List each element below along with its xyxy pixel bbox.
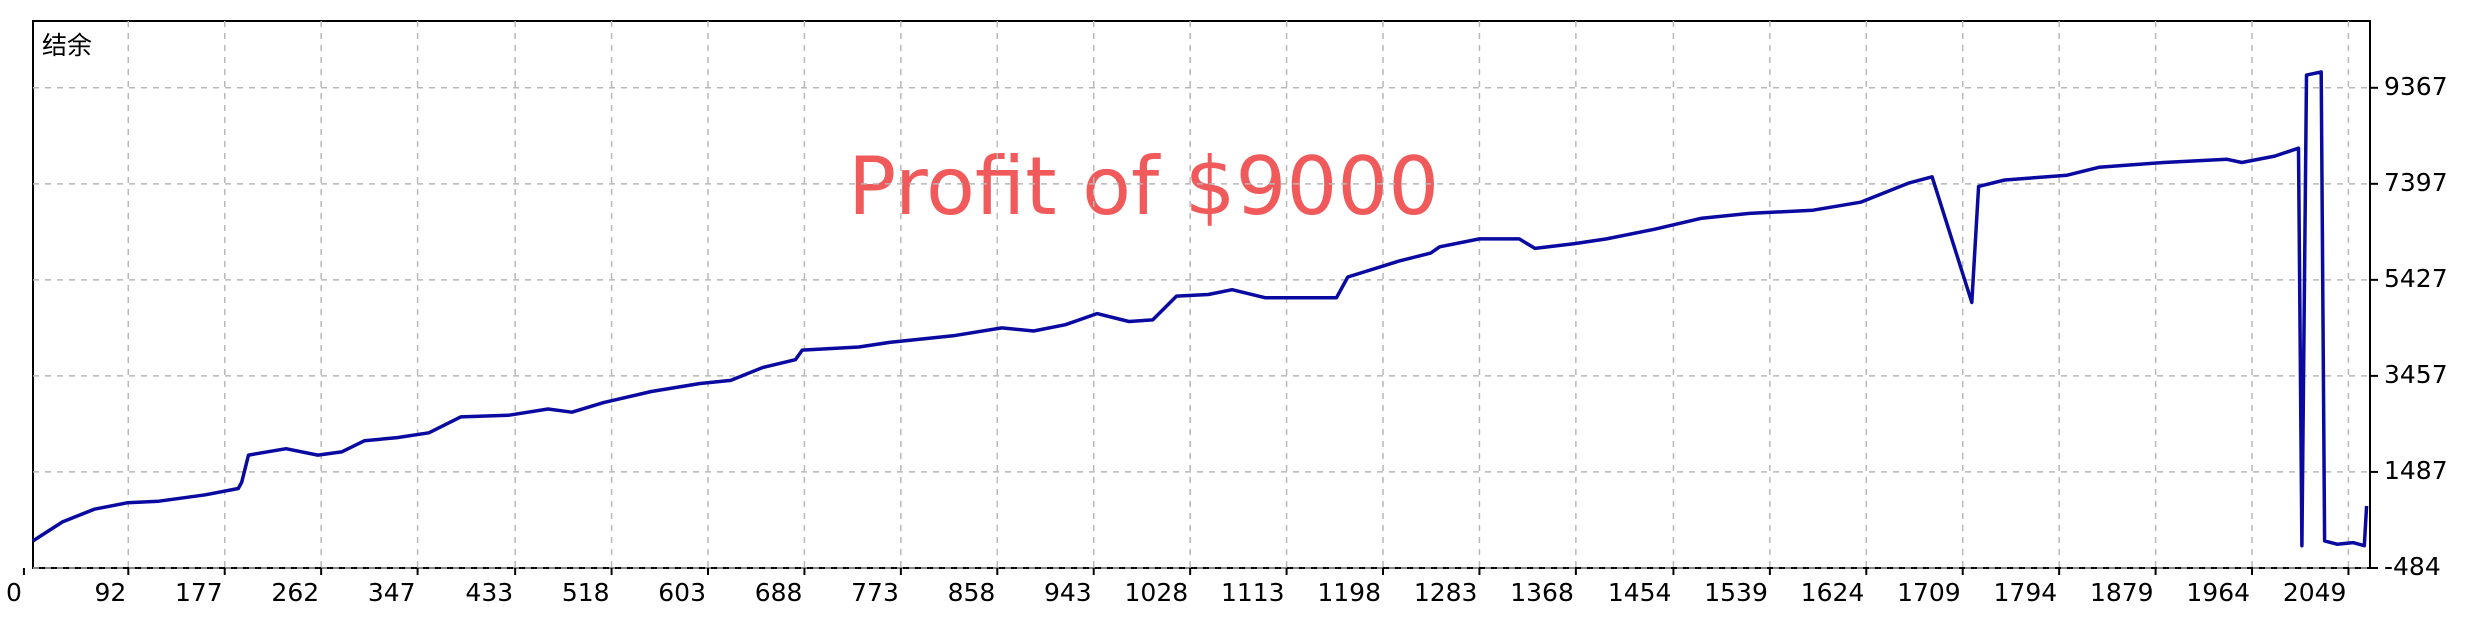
x-tick-label: 2049 [2283,578,2347,607]
x-tick-label: 1624 [1801,578,1865,607]
x-tick-label: 433 [465,578,513,607]
y-tick-label: 5427 [2384,264,2448,293]
x-tick-label: 1028 [1125,578,1189,607]
x-tick-label: 518 [562,578,610,607]
x-tick-label: 1879 [2090,578,2154,607]
y-tick-label: 9367 [2384,72,2448,101]
x-tick-label: 1794 [1994,578,2058,607]
x-tick-label: 1709 [1897,578,1961,607]
chart-title: 结余 [42,31,92,60]
x-tick-label: 1283 [1414,578,1478,607]
x-tick-label: 347 [368,578,416,607]
x-tick-label: 943 [1044,578,1092,607]
y-tick-label: 1487 [2384,456,2448,485]
annotation: Profit of $9000 [848,140,1439,233]
x-tick-label: 688 [755,578,803,607]
x-tick-label: 92 [94,578,126,607]
x-tick-label: 262 [271,578,319,607]
y-tick-label: -484 [2384,552,2441,581]
x-tick-label: 1539 [1704,578,1768,607]
x-tick-label: 1964 [2186,578,2250,607]
x-tick-label: 773 [851,578,899,607]
x-tick-label: 1198 [1317,578,1381,607]
x-tick-label: 603 [658,578,706,607]
x-tick-label: 1113 [1221,578,1285,607]
x-tick-label: 177 [175,578,223,607]
y-tick-label: 7397 [2384,168,2448,197]
x-tick-label: 1368 [1510,578,1574,607]
balance-line [32,70,2369,548]
x-tick-label: 858 [948,578,996,607]
x-tick-label: 1454 [1608,578,1672,607]
y-tick-label: 3457 [2384,360,2448,389]
x-tick-label: 0 [6,578,22,607]
